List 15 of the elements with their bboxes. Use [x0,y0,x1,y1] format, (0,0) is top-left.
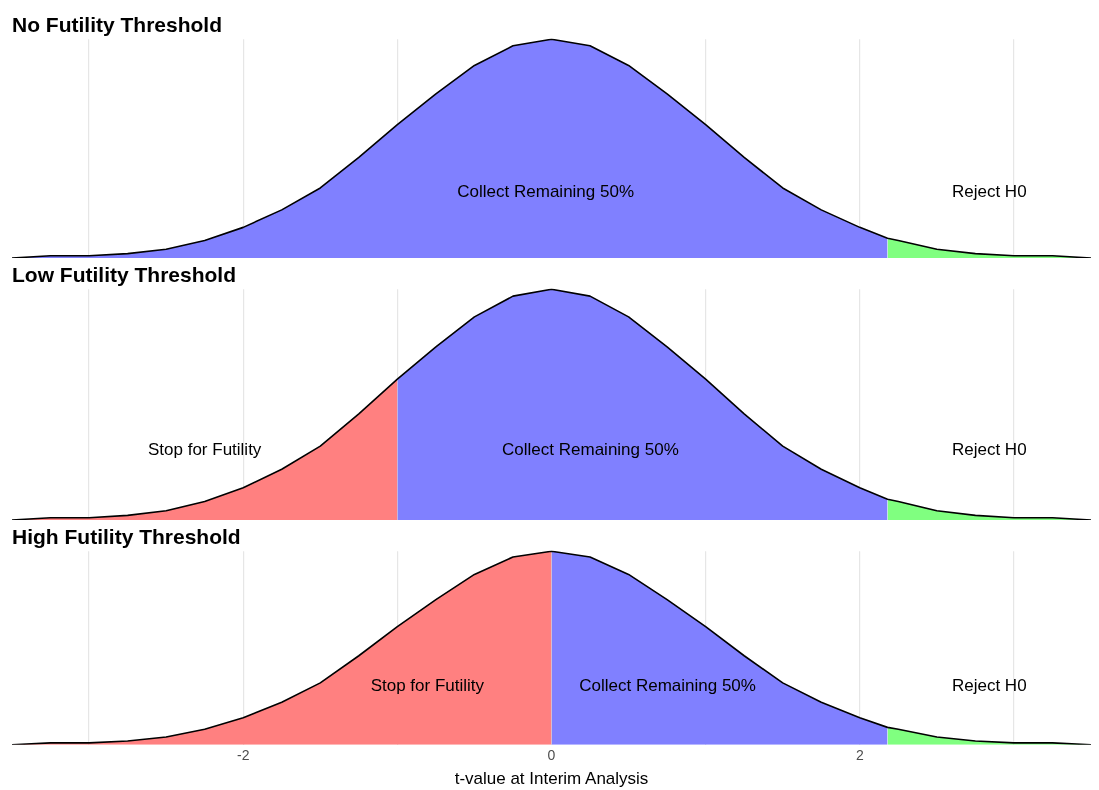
chart-title: High Futility Threshold [12,525,241,549]
chart-title: Low Futility Threshold [12,263,236,287]
annotation: Stop for Futility [147,440,262,460]
chart-title: No Futility Threshold [12,13,222,37]
annotation: Reject H0 [951,676,1027,696]
annotation: Reject H0 [951,182,1027,202]
annotation: Collect Remaining 50% [579,676,756,696]
annotation: Reject H0 [951,440,1027,460]
annotation: Stop for Futility [370,676,485,696]
x-tick-label: 0 [547,747,556,764]
x-tick-label: 2 [855,747,864,764]
annotation: Collect Remaining 50% [502,440,679,460]
annotation: Collect Remaining 50% [457,182,635,202]
x-tick-label: -2 [236,747,250,764]
x-axis-title: t-value at Interim Analysis [454,769,649,789]
